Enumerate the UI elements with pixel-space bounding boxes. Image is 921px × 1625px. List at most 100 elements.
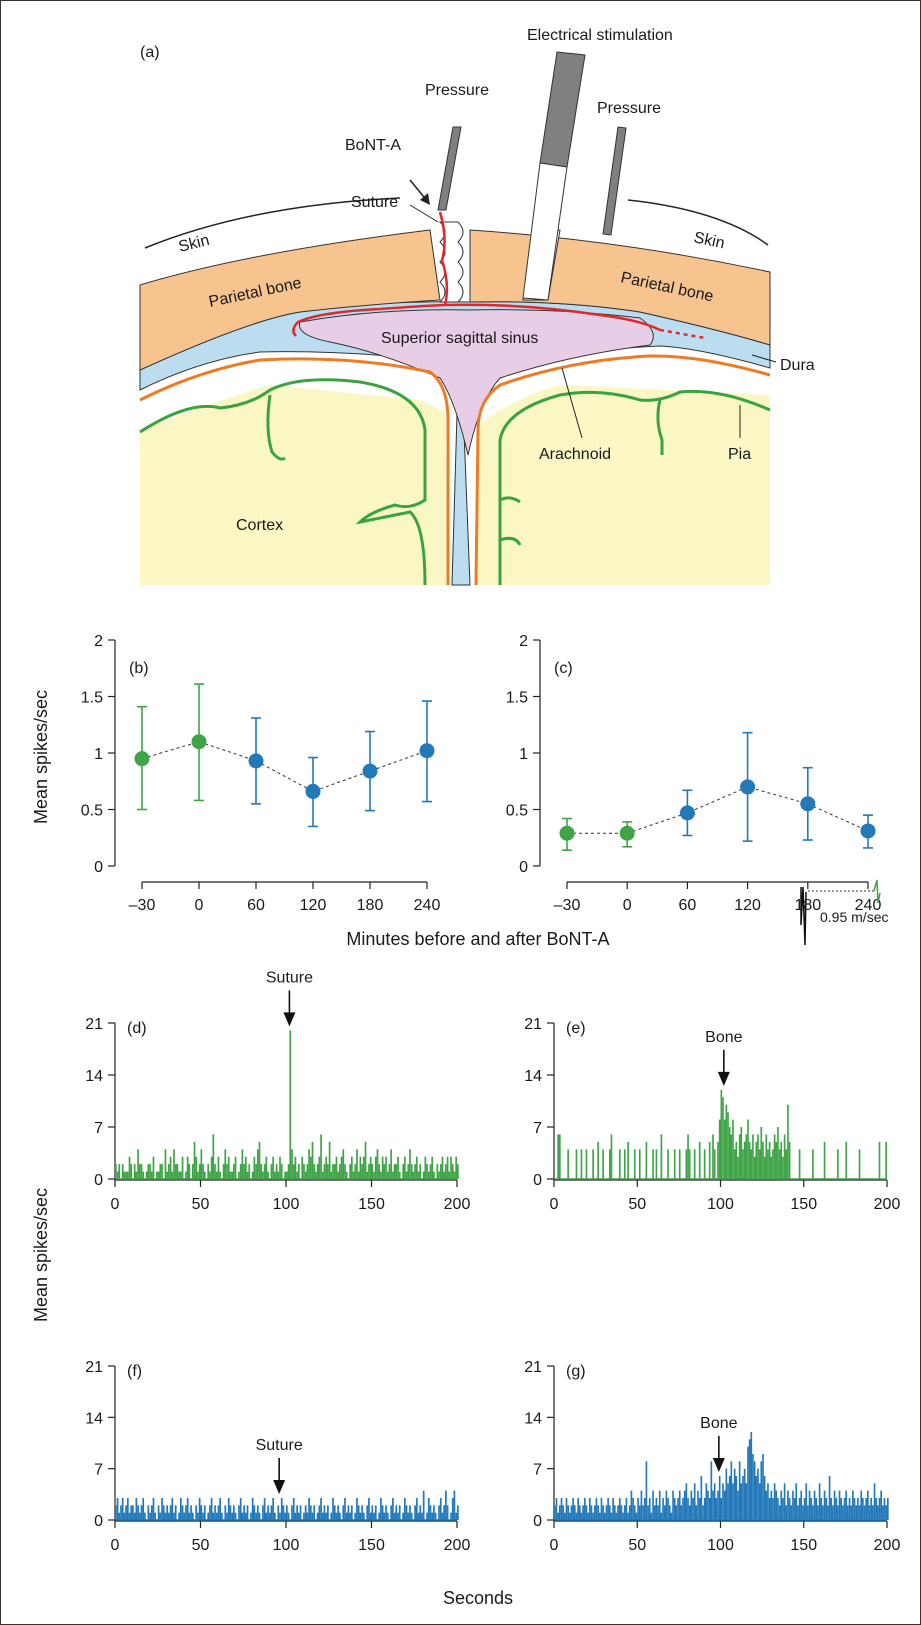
histogram-bin — [798, 1498, 801, 1520]
histogram-bin — [361, 1164, 363, 1179]
suture-label: Suture — [351, 194, 398, 211]
histogram-bin — [258, 1512, 261, 1520]
histogram-bin — [803, 1498, 806, 1520]
histogram-bin — [191, 1164, 194, 1179]
x-tick-label: 240 — [855, 897, 882, 914]
histogram-bin — [720, 1089, 723, 1179]
panel-e-chart: 0 7 14 21 0 50 100 150 200 Bone (e) — [524, 1016, 900, 1213]
histogram-bin — [642, 1505, 644, 1520]
histogram-bin — [179, 1498, 182, 1520]
histogram-bin — [316, 1164, 319, 1179]
histogram-bin — [455, 1512, 457, 1520]
histogram-bin — [142, 1498, 145, 1520]
histogram-bin — [383, 1164, 386, 1179]
histogram-bin — [203, 1171, 206, 1179]
histogram-bin — [229, 1171, 232, 1179]
histogram-bin — [658, 1490, 661, 1520]
histogram-bin — [588, 1498, 591, 1520]
histogram-bin — [878, 1141, 881, 1179]
histogram-bin — [410, 1164, 413, 1179]
histogram-bin — [787, 1104, 789, 1179]
histogram-bin — [227, 1498, 230, 1520]
histogram-bin — [207, 1512, 210, 1520]
histogram-bin — [335, 1512, 338, 1520]
histogram-bin — [825, 1498, 828, 1520]
x-tick-label: 0 — [195, 897, 204, 914]
histogram-bin — [390, 1149, 393, 1179]
y-tick-label: 7 — [94, 1120, 103, 1137]
histogram-bin — [603, 1512, 606, 1520]
histogram-bin — [339, 1164, 341, 1179]
histogram-bin — [782, 1156, 784, 1179]
histogram-bin — [275, 1164, 278, 1179]
histogram-bin — [280, 1164, 283, 1179]
histogram-bin — [419, 1505, 422, 1520]
histogram-bin — [116, 1171, 119, 1179]
histogram-bin — [426, 1512, 428, 1520]
histogram-bin — [308, 1149, 310, 1179]
histogram-bin — [304, 1505, 307, 1520]
x-tick-label: 100 — [707, 1537, 734, 1554]
histogram-bin — [439, 1164, 442, 1179]
histogram-bin — [863, 1505, 866, 1520]
histogram-bin — [344, 1164, 346, 1179]
cortex-left-region — [140, 385, 448, 585]
histogram-bin — [157, 1505, 160, 1520]
histogram-bin — [758, 1483, 761, 1520]
panel-label: (b) — [129, 660, 149, 677]
histogram-bin — [812, 1149, 814, 1179]
histogram-bin — [395, 1164, 398, 1179]
histogram-bin — [169, 1505, 172, 1520]
y-tick-label: 0 — [533, 1172, 542, 1189]
histogram-bin — [875, 1498, 878, 1520]
histogram-bin — [773, 1483, 776, 1520]
histogram-bin — [450, 1156, 452, 1179]
histogram-bin — [272, 1156, 275, 1179]
histogram-bin — [239, 1164, 242, 1179]
x-tick-label: 50 — [628, 1537, 646, 1554]
histogram-bin — [154, 1512, 157, 1520]
histogram-bin — [138, 1512, 141, 1520]
histogram-bin — [592, 1149, 594, 1179]
histogram-bin — [309, 1505, 312, 1520]
histogram-bin — [366, 1505, 369, 1520]
spike-waveform-left — [800, 886, 807, 946]
histogram-bin — [398, 1505, 401, 1520]
x-tick-label: 0 — [111, 1196, 120, 1213]
histogram-bin — [451, 1498, 454, 1520]
x-tick-label: 0 — [623, 897, 632, 914]
histogram-bin — [161, 1164, 163, 1179]
histogram-bin — [178, 1171, 180, 1179]
histogram-bin — [357, 1171, 360, 1179]
histogram-bin — [356, 1498, 358, 1520]
histogram-bin — [415, 1156, 418, 1179]
histogram-bin — [847, 1505, 849, 1520]
histogram-bin — [243, 1505, 245, 1520]
histogram-bin — [657, 1505, 659, 1520]
histogram-bin — [653, 1505, 656, 1520]
histogram-bin — [557, 1512, 559, 1520]
histogram-bin — [600, 1498, 603, 1520]
histogram-bin — [219, 1171, 222, 1179]
histogram-bin — [390, 1505, 393, 1520]
histogram-bin — [304, 1171, 307, 1179]
histogram-bin — [783, 1483, 786, 1520]
histogram-bin — [727, 1112, 729, 1179]
histogram-bin — [559, 1134, 561, 1179]
histogram-bin — [877, 1505, 879, 1520]
histogram-bin — [222, 1164, 225, 1179]
histogram-bin — [554, 1505, 556, 1520]
histogram-bin — [813, 1490, 816, 1520]
histogram-bin — [183, 1512, 186, 1520]
x-tick-label: 50 — [192, 1196, 210, 1213]
histogram-bin — [210, 1156, 213, 1179]
y-tick-label: 1.5 — [506, 690, 528, 707]
histogram-bin — [848, 1498, 851, 1520]
histogram-bin — [256, 1505, 259, 1520]
histogram-bin — [292, 1164, 295, 1179]
x-tick-label: 180 — [357, 897, 384, 914]
histogram-bin — [397, 1156, 399, 1179]
y-tick-label: 0.5 — [81, 803, 103, 820]
histogram-bin — [340, 1156, 343, 1179]
histogram-bin — [792, 1490, 794, 1520]
